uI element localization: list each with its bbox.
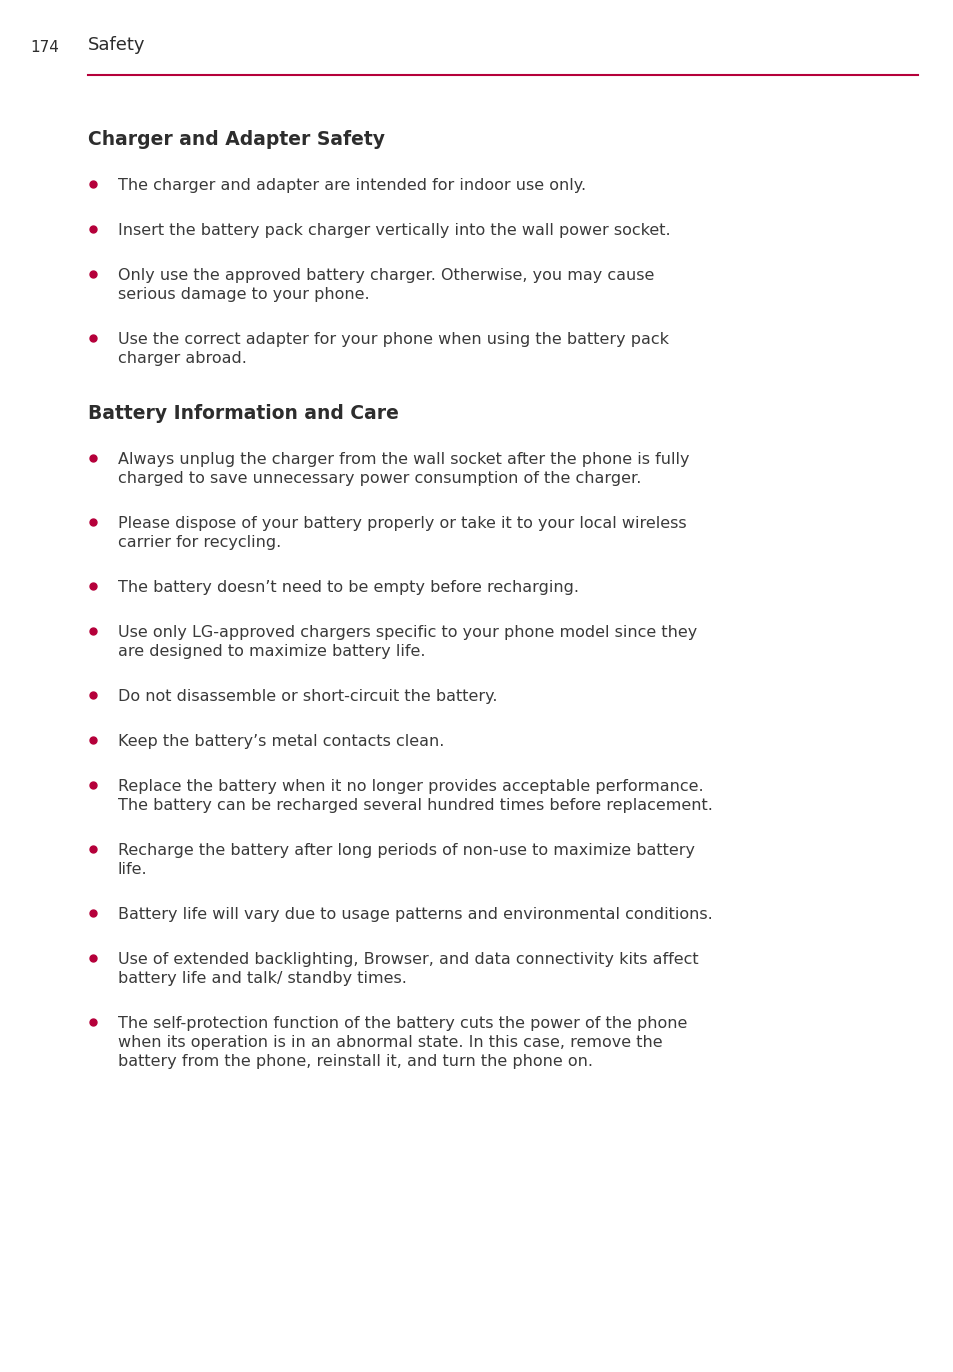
Text: are designed to maximize battery life.: are designed to maximize battery life. bbox=[118, 643, 425, 659]
Text: Safety: Safety bbox=[88, 36, 146, 54]
Text: Replace the battery when it no longer provides acceptable performance.: Replace the battery when it no longer pr… bbox=[118, 779, 703, 794]
Text: life.: life. bbox=[118, 862, 148, 877]
Text: Battery life will vary due to usage patterns and environmental conditions.: Battery life will vary due to usage patt… bbox=[118, 907, 712, 922]
Text: Please dispose of your battery properly or take it to your local wireless: Please dispose of your battery properly … bbox=[118, 516, 686, 531]
Text: Always unplug the charger from the wall socket after the phone is fully: Always unplug the charger from the wall … bbox=[118, 451, 689, 466]
Text: Charger and Adapter Safety: Charger and Adapter Safety bbox=[88, 130, 385, 150]
Text: Only use the approved battery charger. Otherwise, you may cause: Only use the approved battery charger. O… bbox=[118, 268, 654, 283]
Text: battery life and talk/ standby times.: battery life and talk/ standby times. bbox=[118, 971, 406, 986]
Text: The charger and adapter are intended for indoor use only.: The charger and adapter are intended for… bbox=[118, 178, 585, 193]
Text: carrier for recycling.: carrier for recycling. bbox=[118, 535, 281, 550]
Text: charger abroad.: charger abroad. bbox=[118, 351, 247, 366]
Text: The battery doesn’t need to be empty before recharging.: The battery doesn’t need to be empty bef… bbox=[118, 580, 578, 595]
Text: Use of extended backlighting, Browser, and data connectivity kits affect: Use of extended backlighting, Browser, a… bbox=[118, 952, 698, 967]
Text: 174: 174 bbox=[30, 40, 59, 55]
Text: Battery Information and Care: Battery Information and Care bbox=[88, 403, 398, 423]
Text: The self-protection function of the battery cuts the power of the phone: The self-protection function of the batt… bbox=[118, 1017, 687, 1030]
Text: Insert the battery pack charger vertically into the wall power socket.: Insert the battery pack charger vertical… bbox=[118, 224, 670, 237]
Text: battery from the phone, reinstall it, and turn the phone on.: battery from the phone, reinstall it, an… bbox=[118, 1054, 593, 1069]
Text: when its operation is in an abnormal state. In this case, remove the: when its operation is in an abnormal sta… bbox=[118, 1034, 662, 1050]
Text: Keep the battery’s metal contacts clean.: Keep the battery’s metal contacts clean. bbox=[118, 734, 444, 749]
Text: Do not disassemble or short-circuit the battery.: Do not disassemble or short-circuit the … bbox=[118, 689, 497, 704]
Text: Use the correct adapter for your phone when using the battery pack: Use the correct adapter for your phone w… bbox=[118, 332, 668, 347]
Text: serious damage to your phone.: serious damage to your phone. bbox=[118, 287, 369, 302]
Text: charged to save unnecessary power consumption of the charger.: charged to save unnecessary power consum… bbox=[118, 471, 640, 486]
Text: The battery can be recharged several hundred times before replacement.: The battery can be recharged several hun… bbox=[118, 799, 712, 814]
Text: Recharge the battery after long periods of non-use to maximize battery: Recharge the battery after long periods … bbox=[118, 842, 695, 858]
Text: Use only LG-approved chargers specific to your phone model since they: Use only LG-approved chargers specific t… bbox=[118, 626, 697, 639]
